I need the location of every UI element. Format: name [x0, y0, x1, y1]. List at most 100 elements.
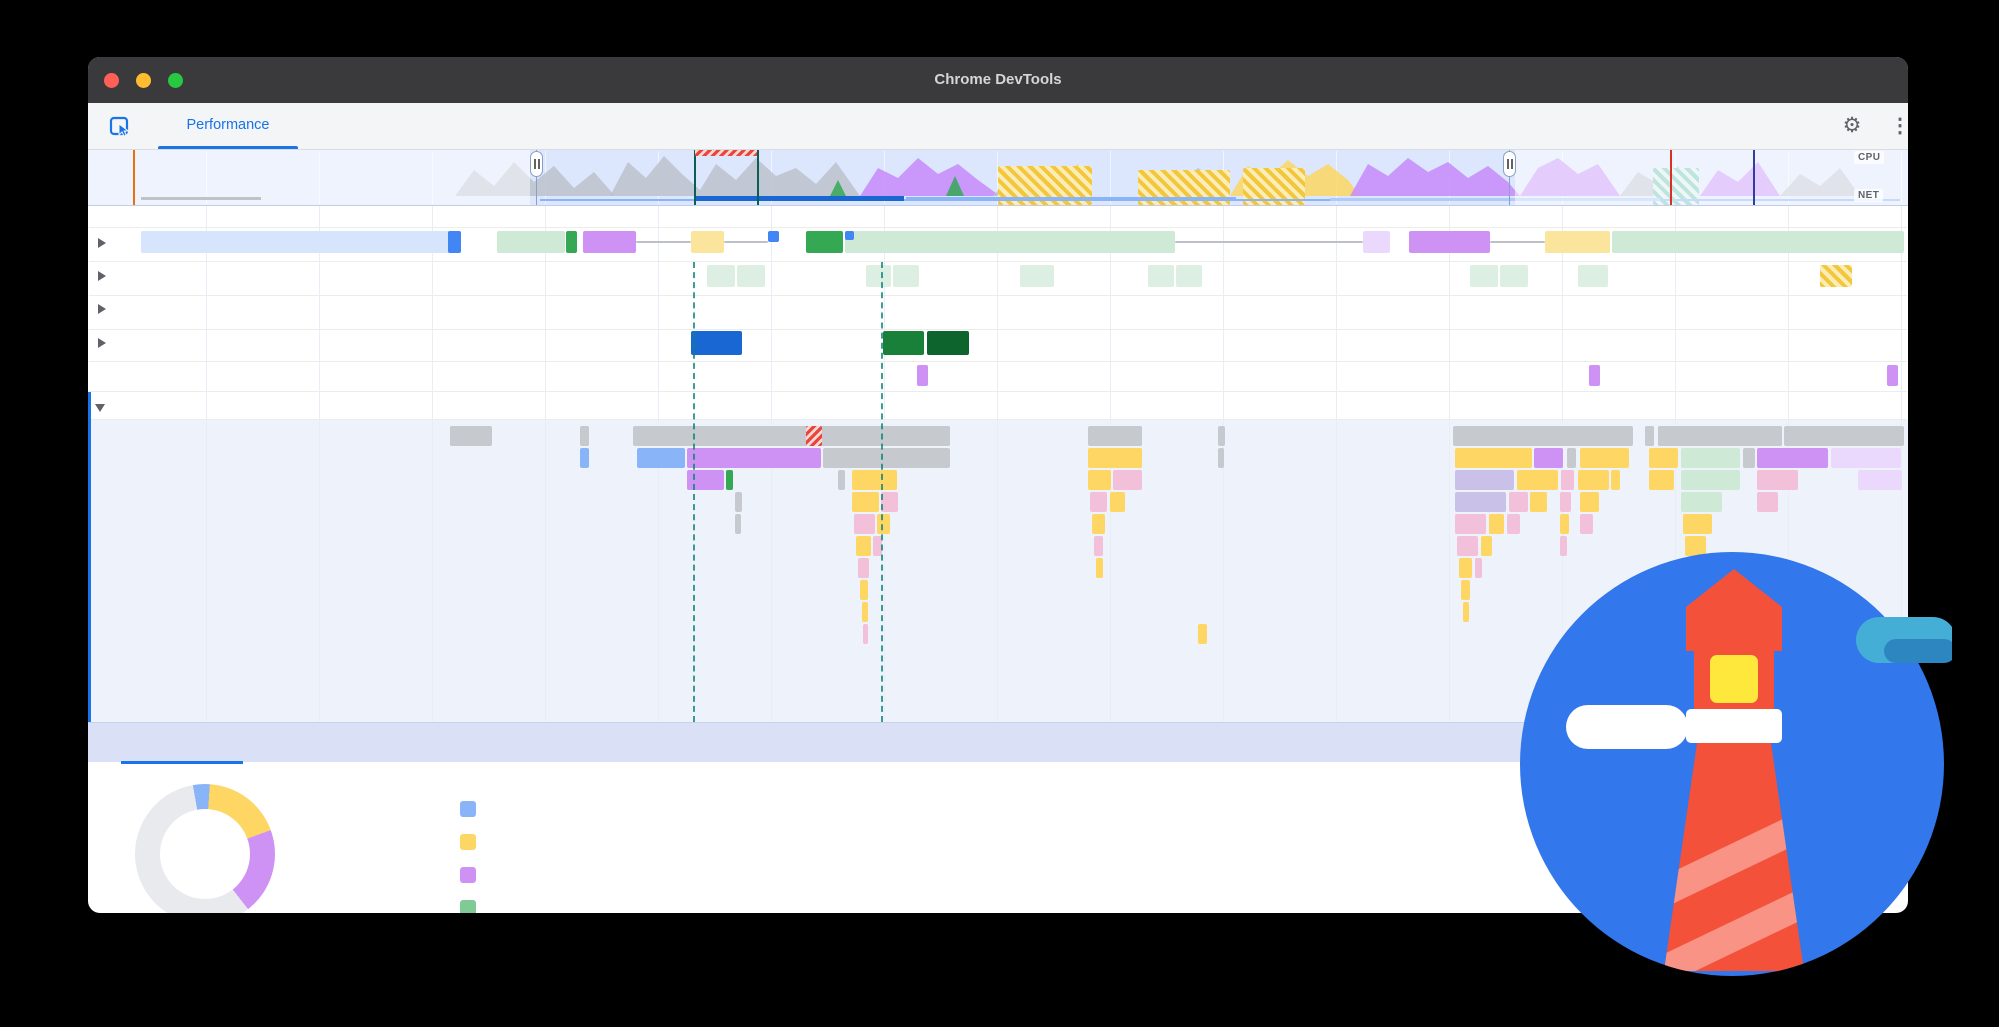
flame-bar[interactable] — [1567, 448, 1576, 468]
network-request-bar[interactable] — [583, 231, 636, 253]
flame-bar[interactable] — [852, 470, 897, 490]
frame-bar[interactable] — [866, 265, 891, 287]
network-request-bar[interactable] — [141, 231, 451, 253]
flame-bar[interactable] — [1110, 492, 1125, 512]
flame-bar[interactable] — [1580, 492, 1599, 512]
flame-bar[interactable] — [1455, 492, 1506, 512]
flame-bar[interactable] — [1481, 536, 1492, 556]
network-request-bar[interactable] — [724, 241, 768, 243]
network-request-bar[interactable] — [1409, 231, 1490, 253]
network-request-bar[interactable] — [806, 231, 843, 253]
flame-bar[interactable] — [687, 470, 724, 490]
tab-performance[interactable]: Performance — [158, 103, 298, 149]
flame-bar[interactable] — [1683, 514, 1712, 534]
frame-bar[interactable] — [1020, 265, 1054, 287]
track-expand-arrow[interactable] — [98, 338, 106, 348]
flame-bar[interactable] — [1088, 470, 1111, 490]
flame-bar[interactable] — [1455, 514, 1486, 534]
flame-bar[interactable] — [735, 492, 742, 512]
flame-bar[interactable] — [1509, 492, 1528, 512]
flame-bar[interactable] — [1530, 492, 1547, 512]
timing-bar[interactable] — [1589, 365, 1600, 386]
flame-bar[interactable] — [1455, 448, 1532, 468]
network-request-bar[interactable] — [566, 231, 577, 253]
flame-bar[interactable] — [854, 514, 875, 534]
flame-bar[interactable] — [1088, 448, 1142, 468]
flame-bar[interactable] — [860, 580, 868, 600]
frame-bar[interactable] — [893, 265, 919, 287]
network-request-bar[interactable] — [1612, 231, 1904, 253]
flame-bar[interactable] — [637, 448, 685, 468]
interaction-bar[interactable] — [927, 331, 969, 355]
flame-bar[interactable] — [862, 602, 868, 622]
flame-bar[interactable] — [1090, 492, 1107, 512]
flame-bar[interactable] — [1831, 448, 1901, 468]
flame-bar[interactable] — [1507, 514, 1520, 534]
flame-bar[interactable] — [1534, 448, 1563, 468]
flame-bar[interactable] — [1611, 470, 1620, 490]
flame-bar[interactable] — [1457, 536, 1478, 556]
flame-bar[interactable] — [1578, 470, 1609, 490]
flame-bar[interactable] — [1580, 514, 1593, 534]
frame-bar[interactable] — [1578, 265, 1608, 287]
flame-bar[interactable] — [1858, 470, 1902, 490]
track-expand-arrow[interactable] — [98, 238, 106, 248]
flame-bar[interactable] — [1455, 470, 1514, 490]
flame-bar[interactable] — [1459, 558, 1472, 578]
network-request-bar[interactable] — [1363, 231, 1390, 253]
flame-bar[interactable] — [1681, 470, 1740, 490]
interaction-bar[interactable] — [691, 331, 742, 355]
frame-bar[interactable] — [1820, 265, 1852, 287]
frame-bar[interactable] — [707, 265, 735, 287]
flame-bar[interactable] — [1649, 470, 1674, 490]
track-expand-arrow[interactable] — [98, 271, 106, 281]
flame-bar[interactable] — [1743, 448, 1755, 468]
inspect-icon[interactable] — [108, 114, 132, 138]
network-request-bar[interactable] — [1175, 241, 1363, 243]
flame-bar[interactable] — [1218, 426, 1225, 446]
flame-bar[interactable] — [1517, 470, 1558, 490]
flame-bar[interactable] — [726, 470, 733, 490]
flame-bar[interactable] — [873, 536, 882, 556]
frame-bar[interactable] — [737, 265, 765, 287]
flame-bar[interactable] — [1198, 624, 1207, 644]
flame-bar[interactable] — [580, 448, 589, 468]
flame-bar[interactable] — [633, 426, 950, 446]
flame-bar[interactable] — [1560, 492, 1571, 512]
timing-bar[interactable] — [917, 365, 928, 386]
more-options-icon[interactable]: ⋮ — [1890, 115, 1908, 137]
flame-bar[interactable] — [1463, 602, 1469, 622]
flame-bar[interactable] — [1218, 448, 1224, 468]
frame-bar[interactable] — [1500, 265, 1528, 287]
flame-bar[interactable] — [450, 426, 492, 446]
flame-bar[interactable] — [1681, 448, 1740, 468]
network-request-bar[interactable] — [691, 231, 724, 253]
flame-bar[interactable] — [1561, 470, 1574, 490]
flame-bar[interactable] — [852, 492, 879, 512]
interaction-bar[interactable] — [883, 331, 924, 355]
flame-bar[interactable] — [1757, 448, 1828, 468]
flame-bar[interactable] — [1453, 426, 1633, 446]
window-titlebar[interactable]: Chrome DevTools — [88, 57, 1908, 103]
flame-bar[interactable] — [1658, 426, 1782, 446]
flame-bar[interactable] — [1757, 470, 1798, 490]
flame-bar[interactable] — [1685, 536, 1706, 556]
selection-handle-left[interactable] — [530, 151, 543, 177]
flame-bar[interactable] — [1096, 558, 1103, 578]
flame-bar[interactable] — [1784, 426, 1904, 446]
network-request-bar[interactable] — [768, 231, 779, 242]
network-request-bar[interactable] — [1545, 231, 1610, 253]
zoom-button[interactable] — [168, 73, 183, 88]
network-request-bar[interactable] — [448, 231, 461, 253]
flame-bar[interactable] — [806, 426, 822, 446]
network-request-bar[interactable] — [636, 241, 691, 243]
close-button[interactable] — [104, 73, 119, 88]
minimize-button[interactable] — [136, 73, 151, 88]
network-request-bar[interactable] — [845, 231, 854, 240]
flame-bar[interactable] — [1113, 470, 1142, 490]
network-request-bar[interactable] — [1490, 241, 1545, 243]
track-expand-arrow[interactable] — [98, 304, 106, 314]
flame-bar[interactable] — [1094, 536, 1103, 556]
frame-bar[interactable] — [1148, 265, 1174, 287]
flame-bar[interactable] — [838, 470, 845, 490]
